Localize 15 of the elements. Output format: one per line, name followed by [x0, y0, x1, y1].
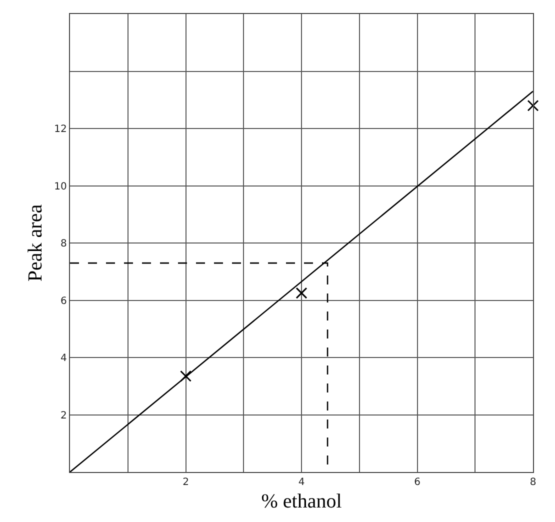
x-tick-label: 4 [298, 477, 305, 488]
x-tick-label: 8 [530, 477, 536, 488]
point [296, 287, 308, 299]
y-tick-label: 6 [60, 296, 67, 307]
y-tick-label: 8 [60, 238, 67, 250]
y-tick-label: 12 [54, 124, 67, 135]
x-tick-label: 6 [414, 477, 420, 488]
y-tick-label: 2 [60, 410, 67, 422]
x-axis-title: % ethanol [261, 490, 342, 513]
y-tick-label: 10 [54, 181, 67, 192]
x-tick-label: 2 [182, 477, 189, 488]
y-axis-title: Peak area [24, 204, 47, 282]
point [527, 100, 539, 112]
y-tick-label: 4 [60, 353, 67, 364]
point [180, 370, 192, 382]
